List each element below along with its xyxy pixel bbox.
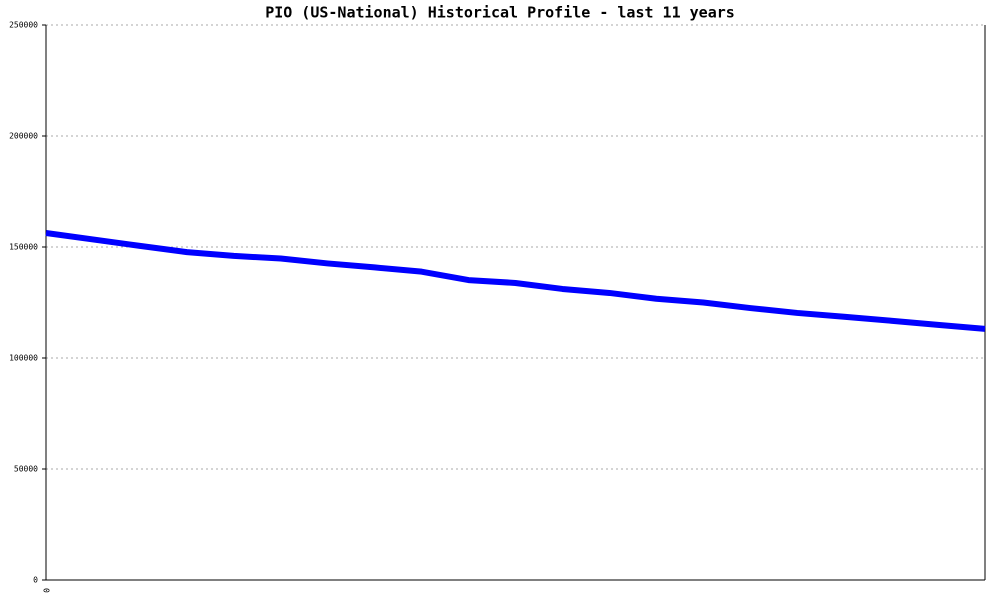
y-tick-label: 100000 xyxy=(9,354,38,363)
y-tick-label: 150000 xyxy=(9,243,38,252)
y-tick-label: 0 xyxy=(33,576,38,585)
y-tick-label: 250000 xyxy=(9,21,38,30)
x-tick-label: 0 xyxy=(42,588,51,593)
y-tick-label: 200000 xyxy=(9,132,38,141)
chart-title: PIO (US-National) Historical Profile - l… xyxy=(265,4,735,22)
y-tick-label: 50000 xyxy=(14,465,38,474)
data-line xyxy=(45,230,986,332)
